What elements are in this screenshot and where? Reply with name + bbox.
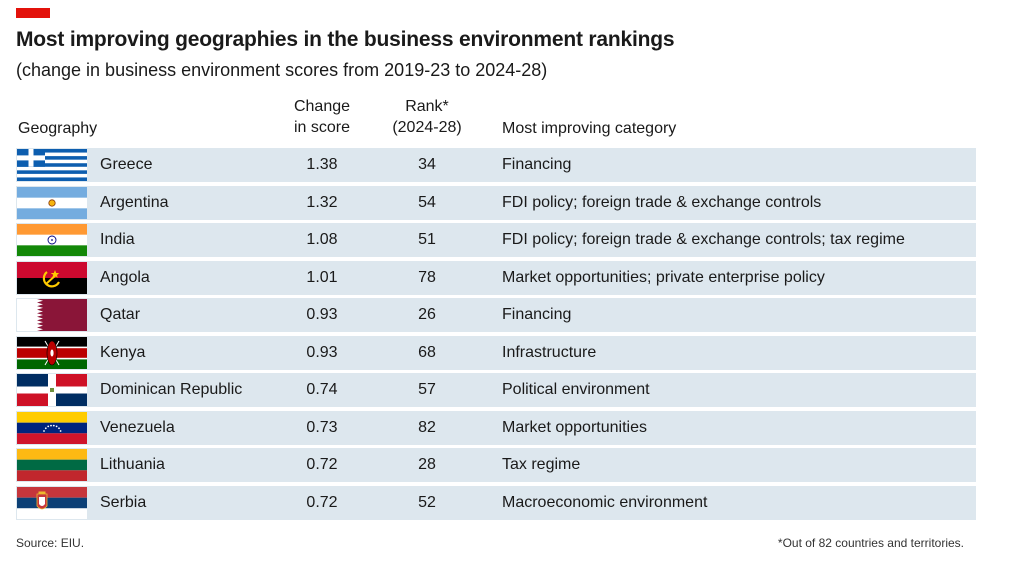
category-value: FDI policy; foreign trade & exchange con… (502, 231, 905, 248)
table-body: Greece 1.38 34 Financing Argentina 1.32 … (16, 148, 976, 523)
rank-value: 52 (418, 493, 436, 511)
geography-name: Dominican Republic (100, 381, 243, 398)
angola-flag-icon (17, 261, 87, 294)
change-value: 0.73 (306, 418, 338, 436)
geography-name: Greece (100, 156, 153, 173)
change-value: 1.01 (306, 268, 338, 286)
header-geography: Geography (18, 120, 98, 137)
change-value: 0.74 (306, 381, 338, 398)
header-change-line2: in score (293, 119, 351, 136)
category-value: Political environment (502, 381, 650, 398)
header-rank-line2: (2024-28) (392, 119, 462, 136)
table-row: Argentina 1.32 54 FDI policy; foreign tr… (16, 185, 976, 220)
rank-value: 54 (418, 193, 436, 211)
venezuela-flag-icon (17, 411, 87, 444)
greece-flag-icon (17, 149, 87, 181)
rank-value: 51 (418, 231, 436, 248)
rank-value: 34 (418, 156, 436, 173)
category-value: Macroeconomic environment (502, 493, 708, 511)
change-value: 0.72 (306, 493, 338, 511)
rank-value: 82 (418, 418, 436, 436)
table-row: Dominican Republic 0.74 57 Political env… (16, 373, 976, 407)
header-change: Change in score (276, 96, 368, 138)
change-value: 0.93 (306, 306, 338, 323)
change-value: 0.93 (306, 343, 338, 361)
accent-bar (16, 8, 50, 18)
table-row: Kenya 0.93 68 Infrastructure (16, 335, 976, 370)
geography-name: Qatar (100, 306, 141, 323)
table-row: Qatar 0.93 26 Financing (16, 298, 976, 332)
category-value: Market opportunities (502, 418, 647, 436)
rank-value: 57 (418, 381, 436, 398)
source-note: Source: EIU. (16, 536, 85, 550)
table-row: Angola 1.01 78 Market opportunities; pri… (16, 260, 976, 295)
category-value: Tax regime (502, 456, 581, 473)
kenya-flag-icon (17, 336, 87, 369)
change-value: 1.08 (306, 231, 338, 248)
category-value: Market opportunities; private enterprise… (502, 268, 825, 286)
change-value: 0.72 (306, 456, 338, 473)
category-value: FDI policy; foreign trade & exchange con… (502, 193, 822, 211)
category-value: Financing (502, 156, 572, 173)
geography-name: Venezuela (100, 418, 175, 436)
rank-value: 78 (418, 268, 436, 286)
header-change-line1: Change (293, 98, 351, 115)
change-value: 1.32 (306, 193, 338, 211)
rank-value: 26 (418, 306, 436, 323)
chart-subtitle: (change in business environment scores f… (16, 60, 548, 80)
lithuania-flag-icon (17, 449, 87, 481)
geography-name: Angola (100, 268, 150, 286)
category-value: Infrastructure (502, 343, 597, 361)
table-row: Greece 1.38 34 Financing (16, 148, 976, 182)
india-flag-icon (17, 224, 87, 256)
geography-name: Lithuania (100, 456, 165, 473)
geography-name: Argentina (100, 193, 169, 211)
geography-name: Serbia (100, 493, 147, 511)
serbia-flag-icon (17, 486, 87, 519)
table-row: Lithuania 0.72 28 Tax regime (16, 448, 976, 482)
change-value: 1.38 (306, 156, 338, 173)
rank-value: 68 (418, 343, 436, 361)
table-row: Venezuela 0.73 82 Market opportunities (16, 410, 976, 445)
qatar-flag-icon (17, 299, 87, 331)
header-rank: Rank* (2024-28) (381, 96, 473, 138)
table-row: India 1.08 51 FDI policy; foreign trade … (16, 223, 976, 257)
rank-value: 28 (418, 456, 436, 473)
geography-name: India (100, 231, 135, 248)
category-value: Financing (502, 306, 572, 323)
dominican-republic-flag-icon (17, 374, 87, 406)
chart-title: Most improving geographies in the busine… (16, 28, 675, 51)
table-row: Serbia 0.72 52 Macroeconomic environment (16, 485, 976, 520)
footnote: *Out of 82 countries and territories. (777, 536, 964, 550)
geography-name: Kenya (100, 343, 146, 361)
argentina-flag-icon (17, 186, 87, 219)
header-category: Most improving category (502, 120, 677, 137)
header-rank-line1: Rank* (405, 98, 449, 115)
